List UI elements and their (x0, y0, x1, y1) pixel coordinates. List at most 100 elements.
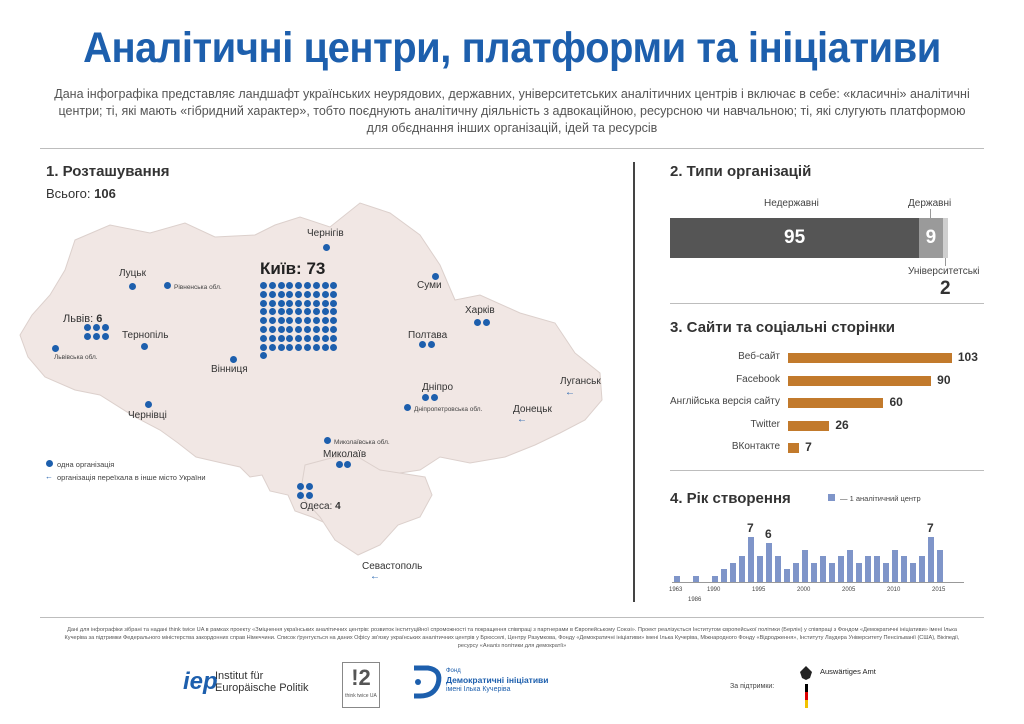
dot-kyiv (295, 290, 303, 298)
sites-bar-value: 26 (835, 417, 849, 432)
dot-kyiv (286, 317, 294, 325)
label-dnipro-oblast: Дніпропетровська обл. (414, 406, 483, 413)
dot-mykolaiv-oblast (324, 437, 331, 444)
label-state: Державні (908, 198, 952, 209)
year-bar (775, 556, 781, 582)
dot-kyiv (303, 299, 311, 307)
year-tick-label: 2000 (797, 587, 811, 593)
year-tick-label: 1990 (707, 587, 721, 593)
dot-dnipro-oblast (404, 404, 411, 411)
bar-university (942, 218, 948, 258)
sites-divider (670, 470, 984, 471)
dot-chernihiv (323, 244, 330, 251)
kyiv-value: 73 (306, 259, 326, 278)
dot-kyiv (312, 325, 320, 333)
dot-kyiv (268, 343, 276, 351)
moved-arrow-donetsk: ← (517, 414, 527, 425)
city-odesa: Одеса: 4 (300, 501, 341, 512)
dot-mykolaiv (336, 461, 343, 468)
intro-text: Дана інфографіка представляє ландшафт ук… (54, 87, 970, 135)
dot-dnipro (431, 394, 438, 401)
sites-bar-value: 60 (889, 395, 903, 409)
dot-kyiv (277, 299, 285, 307)
year-bar (748, 536, 754, 582)
city-vinnytsia: Вінниця (211, 364, 248, 375)
dot-kyiv (268, 325, 276, 333)
year-bar (802, 549, 808, 582)
crimea-outline (299, 456, 433, 556)
dot-kyiv (260, 308, 267, 316)
sites-bar-label: Англійська версія сайту (670, 396, 780, 407)
dot-kyiv (321, 343, 329, 351)
dot-kyiv (286, 282, 294, 289)
page-title: Аналітичні центри, платформи та ініціати… (83, 24, 941, 72)
dot-ternopil (141, 343, 148, 350)
sites-bar (788, 420, 830, 431)
legend-dot-icon (46, 460, 53, 467)
year-tick-label: 2015 (932, 587, 946, 593)
kyiv-label: Київ: 73 (260, 259, 325, 279)
dot-kyiv (286, 343, 294, 351)
dot-chernivtsi (145, 401, 152, 408)
year-bar (674, 575, 680, 582)
dot-kyiv (277, 290, 285, 298)
univ-leader (945, 258, 946, 266)
dot-kyiv (321, 325, 329, 333)
dot-kyiv (268, 308, 276, 316)
year-bar (919, 556, 925, 582)
year-peak-label: 7 (927, 520, 934, 535)
dot-kyiv (260, 299, 267, 307)
kyiv-dots (260, 282, 338, 360)
lviv-dots (84, 324, 114, 340)
top-divider (40, 148, 984, 149)
section-sites-title: 3. Сайти та соціальні сторінки (670, 319, 895, 336)
dot-kyiv (321, 299, 329, 307)
dot-kyiv (268, 334, 276, 342)
dot-kharkiv (483, 319, 490, 326)
dot-lviv (84, 333, 91, 340)
dot-kyiv (295, 282, 303, 289)
dot-kyiv (268, 282, 276, 289)
dot-lviv (102, 333, 109, 340)
label-mykolaiv-oblast: Миколаївська обл. (334, 439, 390, 446)
fond-logo-icon (414, 665, 442, 699)
year-bar (739, 556, 745, 582)
section-year-title: 4. Рік створення (670, 490, 791, 507)
moved-arrow-luhansk: ← (565, 387, 575, 398)
iep-line2: Europäische Politik (215, 682, 309, 694)
year-legend-text: — 1 аналітичний центр (840, 494, 921, 503)
label-ngo: Недержавні (764, 198, 819, 209)
dot-kyiv (260, 325, 267, 333)
year-bar (784, 569, 790, 582)
year-peak-label: 7 (747, 520, 754, 535)
sites-bar (788, 443, 800, 453)
city-lviv: Львів: 6 (63, 313, 102, 325)
sites-bar-label: Facebook (736, 373, 780, 385)
label-lviv-oblast: Львівська обл. (54, 354, 98, 361)
dot-lviv (102, 324, 109, 331)
city-lutsk: Луцьк (119, 268, 146, 279)
total-label: Всього: (46, 186, 91, 201)
dot-kyiv (330, 308, 338, 316)
dot-poltava (419, 341, 426, 348)
dot-kyiv (286, 325, 294, 333)
odesa-dots (297, 483, 315, 499)
sites-bar-label: ВКонтакте (731, 441, 780, 452)
sites-bar (788, 398, 884, 408)
sites-bar-value: 7 (805, 440, 812, 454)
dot-kyiv (286, 308, 294, 316)
dot-lviv (93, 324, 100, 331)
year-bar (892, 549, 898, 582)
odesa-count: 4 (335, 501, 341, 512)
dot-kyiv (260, 352, 267, 360)
city-poltava: Полтава (408, 330, 448, 341)
lviv-name: Львів: (63, 313, 94, 325)
year-bar (721, 569, 727, 582)
dot-kyiv (268, 299, 276, 307)
bar-state: 9 (919, 218, 943, 258)
dot-kyiv (312, 308, 320, 316)
year-bar (757, 556, 763, 582)
dot-kyiv (312, 334, 320, 342)
year-chart: 1963 1986 1990 1995 2000 2005 2010 2015 7 6 7 (669, 520, 964, 620)
value-university: 2 (940, 278, 951, 299)
